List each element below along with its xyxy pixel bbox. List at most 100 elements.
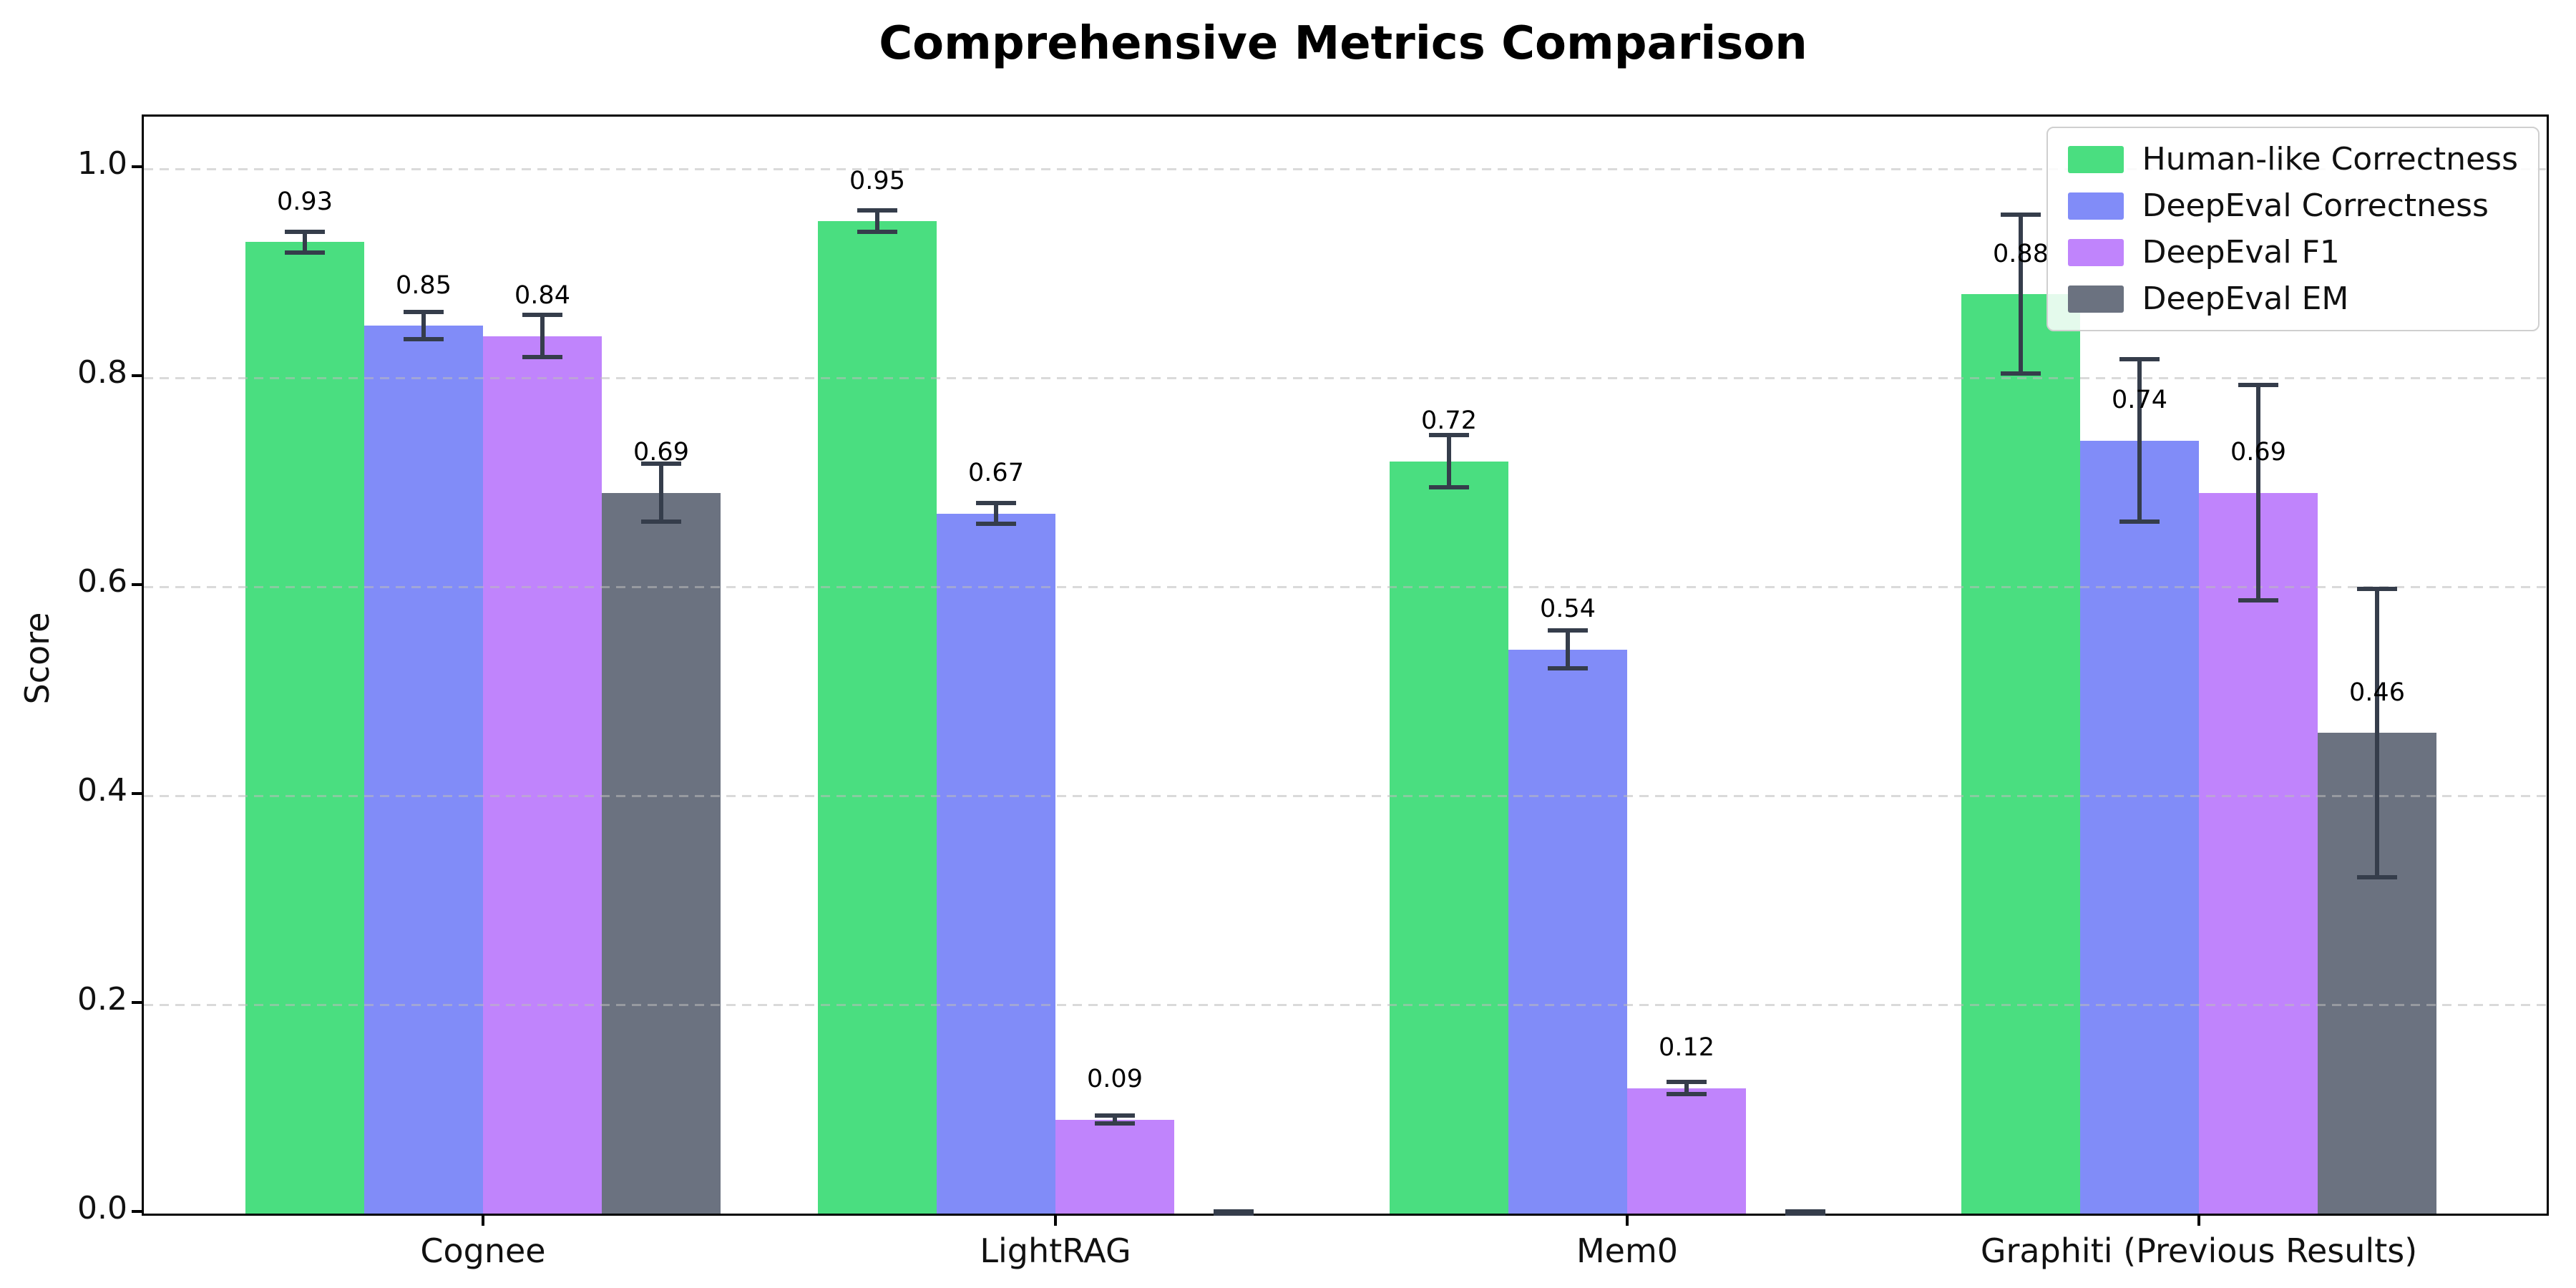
bar-human-like-correctness-0 (245, 242, 364, 1214)
legend-label: DeepEval EM (2142, 280, 2349, 317)
legend-swatch (2067, 192, 2124, 220)
y-tick-mark (132, 165, 142, 168)
error-bar (2375, 587, 2379, 879)
value-label: 0.69 (2230, 438, 2286, 467)
y-tick-mark (132, 1210, 142, 1213)
value-label: 0.85 (396, 270, 452, 300)
x-tick-mark (1054, 1216, 1057, 1226)
error-cap-bottom (1548, 665, 1588, 670)
y-tick-mark (132, 792, 142, 795)
error-cap-bottom (2119, 519, 2160, 525)
bar-deepeval-correctness-3 (2080, 440, 2199, 1214)
legend-swatch (2067, 285, 2124, 313)
value-label: 0.93 (277, 187, 333, 216)
value-label: 0.09 (1087, 1065, 1143, 1094)
error-cap-bottom (2357, 874, 2397, 879)
error-cap-bottom (522, 354, 562, 359)
error-cap-bottom (2001, 371, 2041, 376)
value-label: 0.88 (1993, 239, 2049, 268)
bar-deepeval-correctness-0 (364, 326, 483, 1214)
legend-swatch (2067, 145, 2124, 173)
error-cap-top (857, 208, 897, 213)
error-cap-bottom (1667, 1092, 1707, 1097)
x-tick-label: Mem0 (1576, 1231, 1679, 1270)
error-cap-top (1095, 1113, 1135, 1118)
bar-human-like-correctness-1 (818, 221, 937, 1214)
bar-human-like-correctness-3 (1961, 294, 2080, 1214)
legend-item: Human-like Correctness (2067, 141, 2518, 177)
bar-deepeval-correctness-2 (1508, 649, 1627, 1214)
y-tick-mark (132, 583, 142, 586)
error-bar (303, 229, 307, 255)
x-tick-label: Cognee (420, 1231, 546, 1270)
value-label: 0.69 (633, 438, 689, 467)
y-tick-label: 0.8 (77, 354, 127, 391)
legend-label: DeepEval F1 (2142, 234, 2340, 270)
error-cap-bottom (1095, 1121, 1135, 1126)
value-label: 0.72 (1421, 406, 1477, 436)
error-cap-top (1785, 1211, 1825, 1216)
plot-area: Human-like Correctness DeepEval Correctne… (142, 114, 2549, 1216)
error-bar (1566, 628, 1570, 670)
legend-item: DeepEval EM (2067, 280, 2518, 317)
y-tick-label: 0.2 (77, 981, 127, 1018)
error-cap-top (641, 461, 681, 466)
error-cap-bottom (976, 522, 1016, 527)
legend-item: DeepEval F1 (2067, 234, 2518, 270)
error-cap-top (1214, 1211, 1254, 1216)
error-cap-top (285, 229, 325, 234)
value-label: 0.84 (514, 281, 570, 311)
error-bar (875, 208, 879, 234)
legend: Human-like Correctness DeepEval Correctne… (2046, 127, 2540, 331)
error-cap-bottom (857, 229, 897, 234)
y-tick-label: 0.4 (77, 772, 127, 809)
chart-title: Comprehensive Metrics Comparison (879, 17, 1807, 70)
error-cap-bottom (285, 250, 325, 255)
error-cap-top (1667, 1080, 1707, 1085)
error-cap-top (2119, 356, 2160, 361)
error-cap-bottom (1214, 1209, 1254, 1214)
y-tick-label: 0.6 (77, 563, 127, 600)
value-label: 0.12 (1659, 1033, 1714, 1063)
error-cap-bottom (1429, 485, 1469, 490)
legend-swatch (2067, 238, 2124, 266)
legend-label: Human-like Correctness (2142, 141, 2518, 177)
legend-label: DeepEval Correctness (2142, 187, 2489, 224)
value-label: 0.54 (1540, 595, 1596, 624)
error-bar (1684, 1080, 1689, 1097)
error-cap-top (2001, 213, 2041, 218)
error-bar (1113, 1113, 1117, 1126)
error-cap-bottom (404, 336, 444, 341)
error-bar (2256, 383, 2260, 602)
error-cap-top (2357, 587, 2397, 591)
bar-deepeval-f1-0 (483, 336, 602, 1214)
error-bar (540, 313, 545, 359)
bar-deepeval-f1-3 (2199, 492, 2318, 1214)
value-label: 0.74 (2112, 386, 2167, 415)
bar-human-like-correctness-2 (1390, 461, 1508, 1214)
value-label: 0.67 (968, 459, 1024, 488)
bar-deepeval-f1-2 (1627, 1088, 1746, 1214)
error-cap-top (2238, 383, 2278, 388)
error-bar (659, 461, 663, 525)
bar-deepeval-f1-1 (1055, 1119, 1174, 1214)
x-tick-mark (1626, 1216, 1629, 1226)
error-cap-top (404, 310, 444, 315)
error-bar (421, 310, 426, 341)
error-cap-top (1429, 433, 1469, 438)
error-bar (1447, 433, 1451, 490)
y-axis-label: Score (18, 612, 57, 705)
error-cap-bottom (2238, 597, 2278, 602)
value-label: 0.95 (849, 166, 905, 195)
x-tick-label: LightRAG (980, 1231, 1131, 1270)
y-tick-mark (132, 1001, 142, 1004)
bar-deepeval-em-0 (602, 492, 721, 1214)
x-tick-mark (2197, 1216, 2200, 1226)
error-cap-bottom (641, 519, 681, 525)
error-cap-top (1548, 628, 1588, 633)
y-tick-label: 1.0 (77, 145, 127, 182)
legend-item: DeepEval Correctness (2067, 187, 2518, 224)
error-cap-bottom (1785, 1209, 1825, 1214)
error-bar (994, 501, 998, 527)
